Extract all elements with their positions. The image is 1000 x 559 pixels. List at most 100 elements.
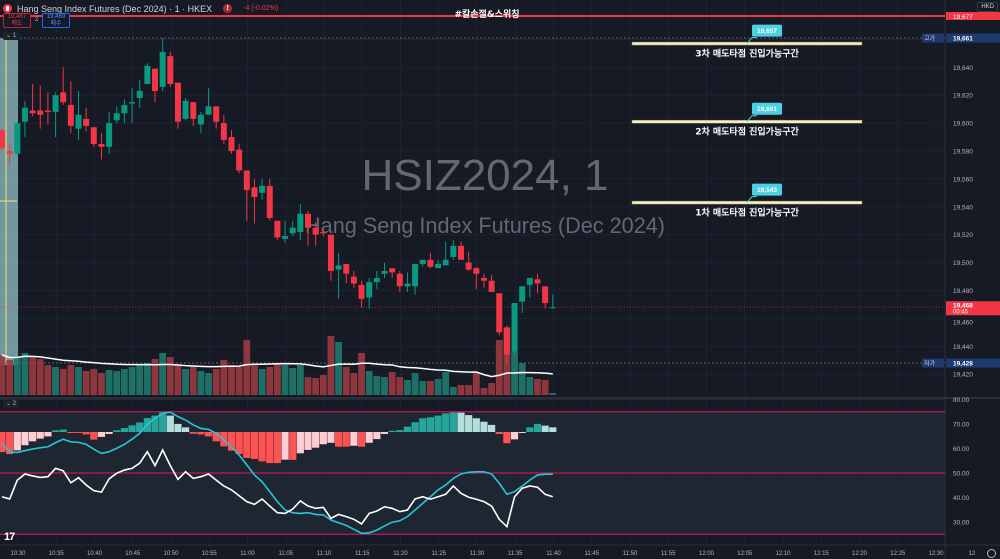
volume-bar	[549, 393, 557, 395]
volume-bar	[274, 363, 281, 395]
osc-histogram-bar	[51, 430, 60, 432]
currency-dropdown[interactable]: HKD	[977, 2, 998, 12]
candle-body	[75, 114, 82, 129]
buy-label: 매수	[50, 20, 62, 27]
osc-histogram-bar	[327, 432, 335, 443]
time-tick: 11:15	[355, 551, 370, 557]
candle-body	[220, 123, 227, 140]
candle-body	[282, 236, 289, 239]
osc-histogram-bar	[289, 432, 297, 460]
volume-bar	[465, 385, 473, 395]
price-callout-text: 19,657	[757, 28, 777, 35]
candle-body	[496, 293, 503, 333]
time-tick: 10:40	[87, 551, 103, 557]
volume-bar	[128, 367, 136, 395]
candle-body	[404, 283, 411, 287]
volume-bar	[205, 373, 212, 395]
volume-bar	[457, 385, 465, 395]
osc-histogram-bar	[419, 418, 427, 432]
volume-bar	[350, 373, 358, 395]
osc-histogram-bar	[335, 432, 343, 447]
sell-button[interactable]: 19,467 매도	[3, 13, 31, 28]
osc-histogram-bar	[510, 432, 519, 440]
low-price-label: 저가	[924, 360, 936, 368]
volume-bar	[228, 365, 235, 395]
volume-bar	[266, 367, 274, 395]
time-tick: 12:15	[814, 551, 830, 557]
volume-bar	[82, 371, 90, 395]
price-change: -4 (-0.02%)	[243, 5, 279, 12]
low-price-value: 19,428	[953, 361, 973, 368]
price-tick: 19,620	[953, 93, 973, 100]
candle-body	[182, 100, 189, 119]
sell-zone-label: 2차 매도타점 진입가능구간	[695, 126, 799, 138]
volume-bar	[143, 363, 151, 395]
last-price-countdown: 00:45	[953, 310, 969, 316]
candle-body	[373, 277, 380, 283]
candle-body	[228, 137, 235, 151]
osc-histogram-bar	[373, 432, 381, 440]
osc-histogram-bar	[97, 432, 106, 437]
candle-body	[37, 110, 44, 115]
osc-tick: 80.00	[953, 397, 970, 404]
volume-bar	[335, 342, 342, 395]
osc-histogram-bar	[495, 432, 503, 434]
candle-body	[90, 127, 97, 145]
time-tick: 11:40	[546, 551, 561, 557]
volume-bar	[220, 360, 228, 395]
time-tick: 10:35	[49, 551, 65, 557]
volume-bar	[373, 376, 381, 395]
pane-2-collapse-button[interactable]: ⌄ 2	[3, 400, 20, 408]
osc-histogram-bar	[403, 426, 412, 432]
settings-gear-icon[interactable]	[987, 549, 996, 558]
last-price-value: 19,468	[953, 303, 973, 310]
volume-bar	[319, 375, 327, 395]
candle-body	[458, 245, 464, 260]
pane-1-collapse-button[interactable]: ⌄ 1	[3, 32, 20, 40]
spread-value: 2	[35, 17, 39, 23]
candle-body	[213, 106, 220, 122]
volume-ma-line	[1, 354, 553, 378]
price-tick: 19,560	[953, 176, 973, 183]
osc-tick: 70.00	[953, 422, 970, 429]
candle-body	[152, 68, 158, 92]
osc-histogram-bar	[243, 432, 251, 458]
volume-bar	[434, 379, 442, 395]
time-tick: 12:10	[775, 551, 791, 557]
candle-body	[350, 276, 357, 284]
price-callout	[752, 24, 782, 37]
volume-bar	[449, 387, 457, 395]
sell-zone-label: 1차 매도타점 진입가능구간	[695, 207, 799, 219]
price-tick: 19,520	[953, 232, 973, 239]
candle-body	[159, 51, 166, 87]
osc-histogram-bar	[380, 432, 389, 434]
volume-bar	[105, 370, 113, 395]
symbol-header[interactable]: Hang Seng Index Futures (Dec 2024) · 1 ·…	[3, 2, 278, 15]
volume-bar	[59, 369, 67, 395]
osc-signal-line	[1, 411, 553, 535]
buy-button[interactable]: 19,469 매수	[42, 13, 70, 28]
warning-icon[interactable]: !	[223, 4, 233, 13]
tradingview-logo[interactable]: 17	[4, 531, 15, 543]
volume-bar	[304, 377, 312, 395]
price-callout-text: 19,601	[757, 106, 777, 113]
volume-bar	[342, 367, 350, 395]
price-tick: 19,540	[953, 204, 973, 211]
candle-body	[358, 284, 365, 299]
candle-body	[503, 328, 510, 355]
candle-body	[60, 92, 67, 103]
symbol-title[interactable]: Hang Seng Index Futures (Dec 2024) · 1 ·…	[17, 3, 213, 14]
time-tick: 12:00	[699, 551, 715, 557]
candle-body	[312, 227, 319, 235]
price-tick: 19,580	[953, 148, 973, 155]
osc-histogram-bar	[227, 432, 236, 451]
volume-bar	[44, 365, 52, 395]
time-tick: 12	[969, 551, 976, 557]
osc-histogram-bar	[189, 432, 197, 434]
candle-body	[14, 123, 21, 154]
time-tick: 10:55	[202, 551, 218, 557]
volume-bar	[251, 365, 258, 395]
volume-bar	[13, 357, 21, 395]
osc-histogram-bar	[465, 415, 473, 432]
